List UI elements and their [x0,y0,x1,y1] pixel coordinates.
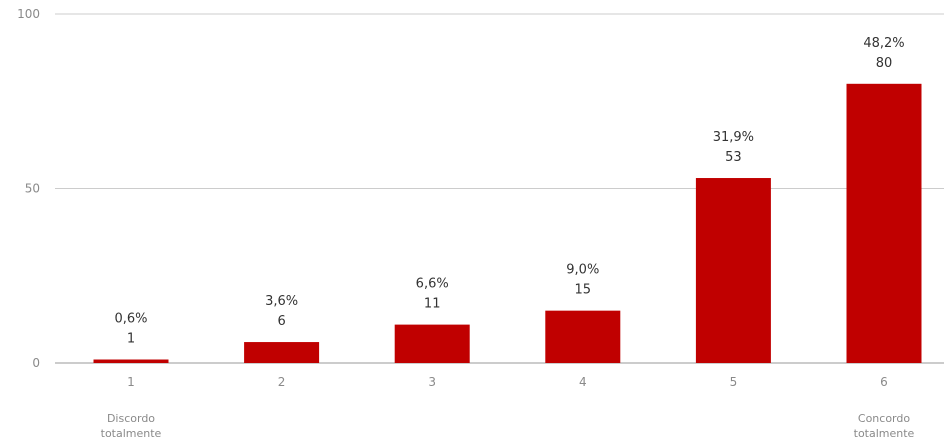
value-label: 15 [575,283,592,298]
value-label: 6 [277,314,285,329]
y-axis-ticks: 0 50 100 [17,7,40,370]
scale-anchor-label: totalmente [101,427,162,440]
y-tick-label: 0 [32,356,40,370]
x-tick-label: 5 [730,375,738,389]
scale-anchor-label: Discordo [107,412,155,425]
x-tick-label: 2 [278,375,286,389]
percent-label: 9,0% [566,263,599,278]
percent-label: 6,6% [416,277,449,292]
bar-1 [93,359,169,363]
bar-5 [695,178,771,363]
percent-label: 0,6% [114,312,147,327]
bar-2 [244,342,320,363]
scale-anchor-label: Concordo [858,412,910,425]
x-axis-ticks: 1 2 3 4 5 6 [127,375,888,389]
bar-3 [394,324,470,363]
percent-label: 3,6% [265,294,298,309]
x-tick-label: 6 [880,375,888,389]
bars [93,83,922,364]
value-label: 1 [127,332,135,347]
value-label: 53 [725,150,742,165]
value-label: 11 [424,297,441,312]
scale-anchor-labels: Discordo totalmente Concordo totalmente [101,412,915,440]
x-tick-label: 3 [428,375,436,389]
y-tick-label: 100 [17,7,40,21]
value-label: 80 [876,56,893,71]
bar-4 [545,310,621,363]
data-labels: 1 0,6% 6 3,6% 11 6,6% 15 9,0% 53 31,9% 80 48,2% [114,36,904,347]
percent-label: 48,2% [863,36,904,51]
x-tick-label: 1 [127,375,135,389]
gridlines [55,13,944,364]
bar-6 [846,83,922,364]
y-tick-label: 50 [25,182,40,196]
percent-label: 31,9% [713,130,754,145]
x-tick-label: 4 [579,375,587,389]
scale-anchor-label: totalmente [854,427,915,440]
